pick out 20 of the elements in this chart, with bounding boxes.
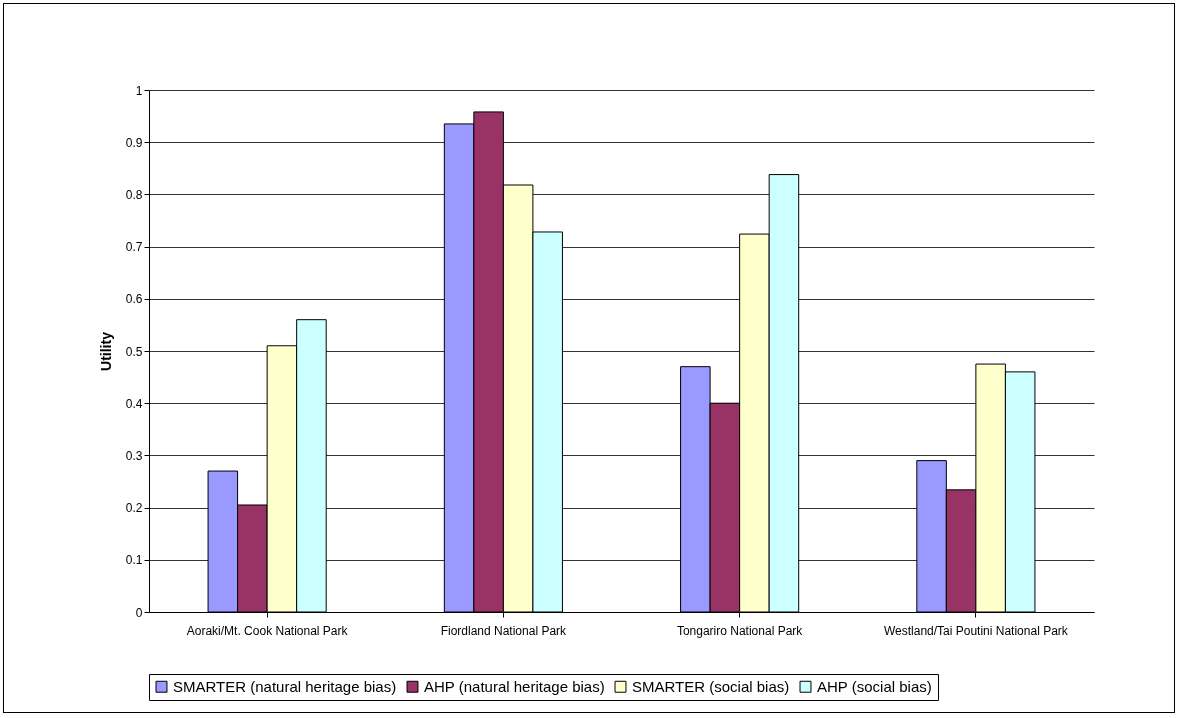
- y-axis-title: Utility: [97, 331, 114, 371]
- legend-label: SMARTER (natural heritage bias): [173, 677, 397, 695]
- y-tick-label: 0.2: [125, 501, 143, 516]
- y-tick-label: 0.3: [125, 448, 143, 463]
- legend-label: AHP (social bias): [817, 677, 932, 695]
- x-tick-label: Aoraki/Mt. Cook National Park: [186, 623, 349, 638]
- y-tick-label: 0.9: [125, 135, 143, 150]
- y-tick-label: 0.4: [125, 396, 143, 411]
- y-tick-label: 0.6: [125, 292, 143, 307]
- y-tick-label: 0.7: [125, 240, 143, 255]
- x-tick-label: Tongariro National Park: [676, 623, 804, 638]
- legend-label: AHP (natural heritage bias): [424, 677, 605, 695]
- x-tick-label: Fiordland National Park: [440, 623, 568, 638]
- legend-label: SMARTER (social bias): [632, 677, 790, 695]
- y-tick-label: 0.1: [125, 553, 143, 568]
- y-tick-label: 0.5: [125, 344, 143, 359]
- y-tick-label: 0: [135, 605, 143, 620]
- y-tick-label: 0.8: [125, 187, 143, 202]
- x-tick-label: Westland/Tai Poutini National Park: [883, 623, 1069, 638]
- y-tick-label: 1: [135, 83, 143, 98]
